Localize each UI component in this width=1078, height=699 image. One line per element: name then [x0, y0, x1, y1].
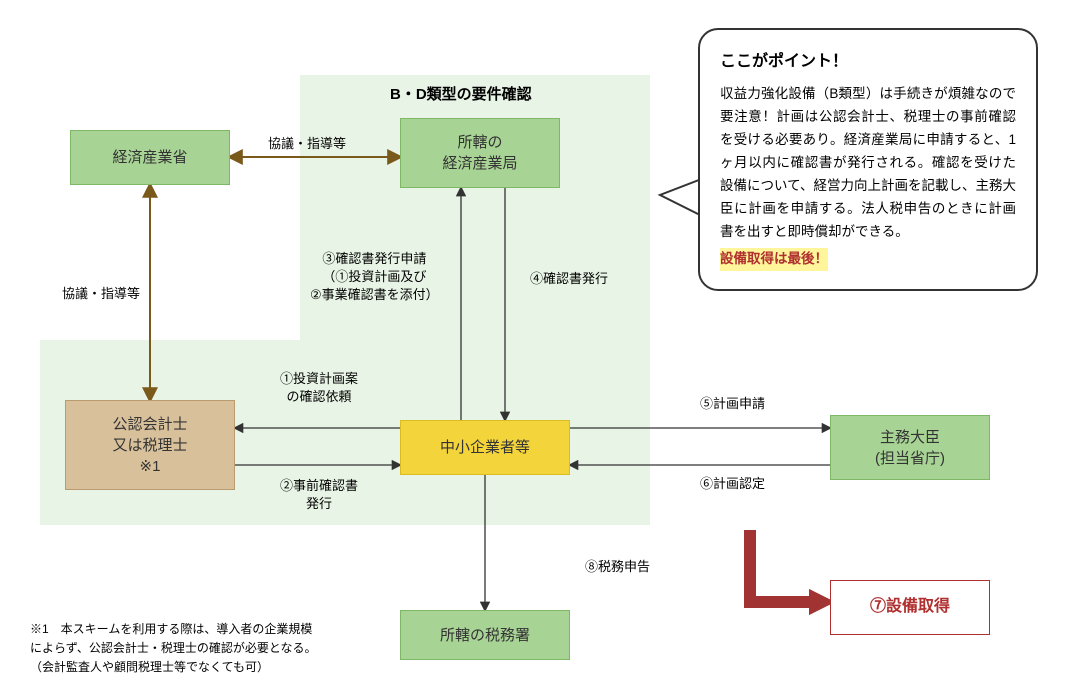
- edge-label-step6: ⑥計画認定: [700, 475, 765, 493]
- callout-highlight: 設備取得は最後！: [720, 248, 828, 271]
- node-meti: 経済産業省: [70, 130, 230, 185]
- callout-body: 収益力強化設備（B類型）は手続きが煩雑なので要注意！計画は公認会計士、税理士の事…: [720, 86, 1016, 239]
- edge-label-step1: ①投資計画案 の確認依頼: [280, 370, 358, 406]
- edge-label-step4: ④確認書発行: [530, 270, 608, 288]
- node-bureau: 所轄の 経済産業局: [400, 118, 560, 188]
- footnote: ※1 本スキームを利用する際は、導入者の企業規模 によらず、公認会計士・税理士の…: [30, 620, 317, 678]
- node-minister: 主務大臣 (担当省庁): [830, 415, 990, 480]
- callout-title: ここがポイント！: [720, 48, 1016, 75]
- thick-arrow: [750, 530, 822, 602]
- edge-label-step3: ③確認書発行申請 （①投資計画及び ②事業確認書を添付）: [310, 250, 439, 305]
- edge-label-step2: ②事前確認書 発行: [280, 477, 358, 513]
- node-tax: 所轄の税務署: [400, 610, 570, 660]
- node-acquire: ⑦設備取得: [830, 580, 990, 635]
- edge-label-step8: ⑧税務申告: [585, 558, 650, 576]
- node-sme: 中小企業者等: [400, 420, 570, 475]
- diagram-canvas: B・D類型の要件確認経済産業省 所轄の 経済産業局公認会計士 又は税理士 ※1 中小…: [0, 0, 1078, 699]
- node-cpa: 公認会計士 又は税理士 ※1: [65, 400, 235, 490]
- edge-label-kyogi2: 協議・指導等: [62, 285, 140, 303]
- callout-box: ここがポイント！ 収益力強化設備（B類型）は手続きが煩雑なので要注意！計画は公認会…: [698, 28, 1038, 291]
- section-title: B・D類型の要件確認: [390, 83, 532, 104]
- edge-label-step5: ⑤計画申請: [700, 395, 765, 413]
- edge-label-kyogi1: 協議・指導等: [268, 135, 346, 153]
